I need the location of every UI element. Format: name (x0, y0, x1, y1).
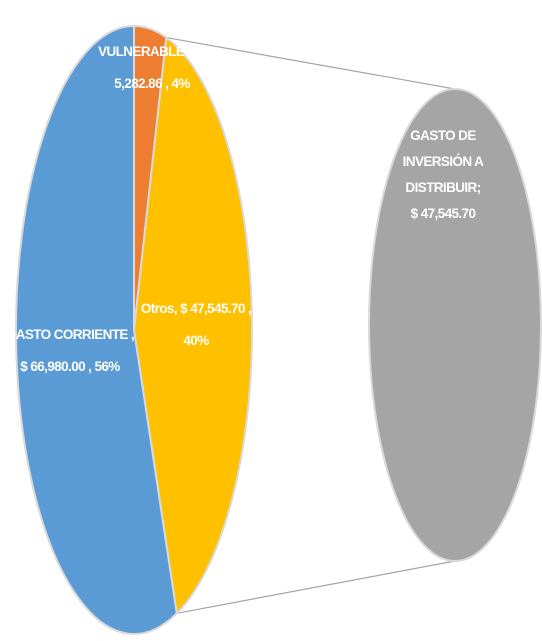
data-labels: VULNERABLES, $ 5,282.86 , 4% Otros, $ 47,5… (6, 44, 485, 374)
data-label-line: $ 66,980.00 , 56% (20, 359, 120, 374)
data-label-line: GASTO DE (410, 128, 476, 143)
data-label-line: INVERSIÓN A (403, 154, 485, 169)
data-label-line: Otros, $ 47,545.70 , (141, 301, 251, 316)
connector-lines (166, 37, 456, 614)
connector-line-top (166, 37, 456, 90)
secondary-pie (368, 88, 542, 562)
secondary-pie-slice (368, 88, 542, 562)
data-label-vulnerables: VULNERABLES, $ 5,282.86 , 4% (98, 44, 207, 91)
data-label-line: $ 47,545.70 (411, 206, 476, 221)
main-pie (15, 24, 253, 635)
data-label-line: VULNERABLES, $ (98, 44, 207, 59)
data-label-line: 5,282.86 , 4% (114, 76, 190, 91)
data-label-line: 40% (183, 333, 209, 348)
data-label-gasto-corriente: GASTO CORRIENTE , $ 66,980.00 , 56% (6, 327, 134, 374)
connector-line-bottom (176, 560, 456, 614)
data-label-line: GASTO CORRIENTE , (6, 327, 134, 342)
data-label-line: DISTRIBUIR; (405, 180, 480, 195)
data-label-otros: Otros, $ 47,545.70 , 40% (141, 301, 251, 348)
pie-slice-otros (132, 35, 253, 616)
pie-slice-gasto-corriente (15, 24, 178, 635)
data-label-secondary: GASTO DE INVERSIÓN A DISTRIBUIR; $ 47,545.7… (403, 128, 485, 221)
